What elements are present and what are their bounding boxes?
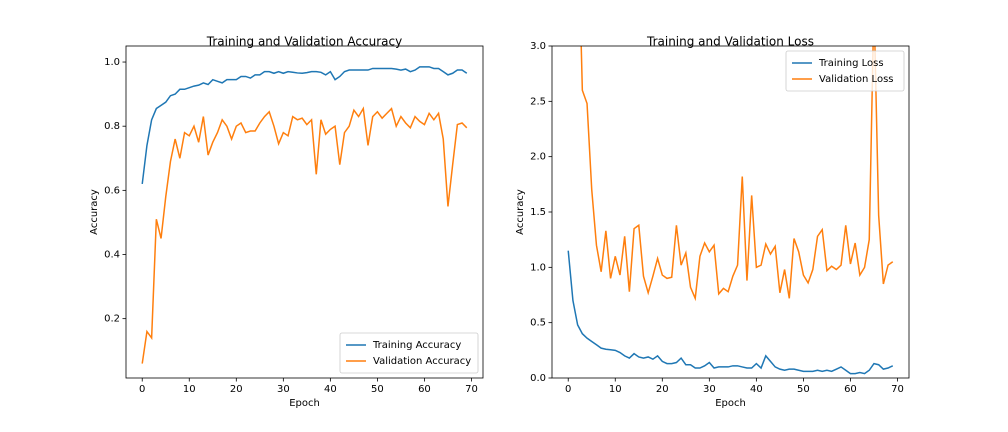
y-tick-label: 0.8 xyxy=(104,121,120,132)
x-tick-label: 50 xyxy=(797,384,810,395)
y-tick-label: 2.0 xyxy=(530,152,546,163)
x-tick-label: 40 xyxy=(324,384,337,395)
y-tick-label: 1.0 xyxy=(104,57,120,68)
x-tick-label: 40 xyxy=(750,384,763,395)
series-line xyxy=(141,66,468,185)
y-axis-label: Accuracy xyxy=(89,189,100,235)
y-tick-label: 0.5 xyxy=(530,318,546,329)
legend-label: Training Accuracy xyxy=(372,340,461,351)
x-tick-label: 20 xyxy=(656,384,669,395)
legend: Training Loss Validation Loss xyxy=(785,50,905,92)
plot-frame xyxy=(551,45,910,379)
x-tick-label: 10 xyxy=(183,384,196,395)
series-line xyxy=(141,106,468,364)
x-tick-label: 10 xyxy=(609,384,622,395)
legend-label: Training Loss xyxy=(818,58,884,69)
subplot: Training and Validation Accuracy 0 10 20 30 4… xyxy=(89,35,484,409)
series-line xyxy=(580,46,894,302)
y-tick-label: 3.0 xyxy=(530,41,546,52)
y-axis-label: Accuracy xyxy=(515,189,526,235)
legend-box xyxy=(785,50,905,92)
x-tick-label: 70 xyxy=(891,384,904,395)
x-axis-label: Epoch xyxy=(289,398,320,409)
y-tick-label: 0.0 xyxy=(530,373,546,384)
x-tick-label: 60 xyxy=(844,384,857,395)
plot-frame xyxy=(125,45,484,379)
subplot: Training and Validation Loss 0 10 20 30 40 50 6… xyxy=(515,35,910,409)
x-axis-label: Epoch xyxy=(715,398,746,409)
y-tick-label: 1.5 xyxy=(530,207,546,218)
y-tick-label: 0.4 xyxy=(104,250,120,261)
y-tick-label: 0.2 xyxy=(104,314,120,325)
x-tick-label: 30 xyxy=(703,384,716,395)
y-tick-label: 1.0 xyxy=(530,262,546,273)
x-tick-label: 30 xyxy=(277,384,290,395)
chart-title: Training and Validation Loss xyxy=(646,35,814,49)
series-line xyxy=(567,250,894,375)
x-tick-label: 20 xyxy=(230,384,243,395)
legend-label: Validation Accuracy xyxy=(373,356,471,367)
legend: Training Accuracy Validation Accuracy xyxy=(339,332,479,374)
chart-title: Training and Validation Accuracy xyxy=(206,35,402,49)
y-tick-label: 2.5 xyxy=(530,96,546,107)
y-tick-label: 0.6 xyxy=(104,185,120,196)
legend-box xyxy=(339,332,479,374)
x-tick-label: 50 xyxy=(371,384,384,395)
legend-label: Validation Loss xyxy=(819,74,894,85)
x-tick-label: 0 xyxy=(565,384,571,395)
x-tick-label: 0 xyxy=(139,384,145,395)
x-tick-label: 70 xyxy=(465,384,478,395)
x-tick-label: 60 xyxy=(418,384,431,395)
